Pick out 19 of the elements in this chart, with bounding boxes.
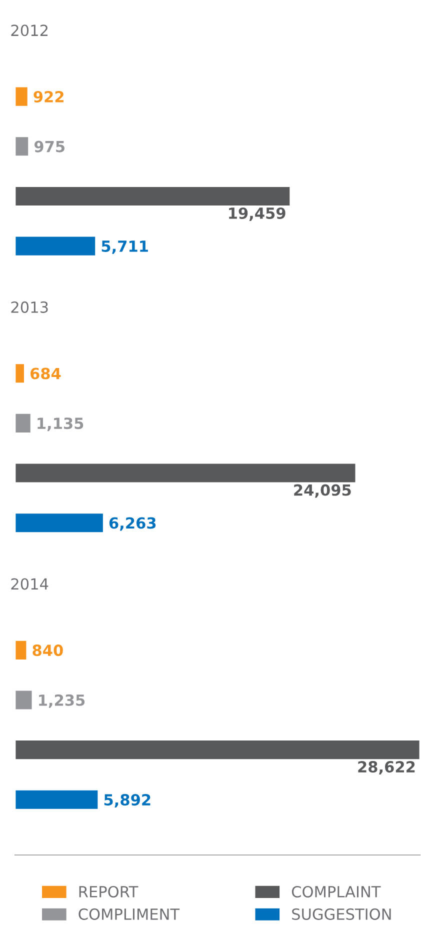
data-label: 840 xyxy=(32,644,63,656)
data-label: 922 xyxy=(34,90,64,103)
data-label: 6,263 xyxy=(109,517,156,531)
data-label: 1,235 xyxy=(39,694,85,708)
data-label: 24,095 xyxy=(294,484,351,498)
legend-label: COMPLIMENT xyxy=(78,908,180,920)
legend-label: COMPLAINT xyxy=(292,886,381,898)
data-label: 19,459 xyxy=(229,207,286,221)
y-tick-label: 2014 xyxy=(11,578,48,590)
data-label: 1,135 xyxy=(38,418,84,432)
legend-label: REPORT xyxy=(79,886,138,898)
data-label: 28,622 xyxy=(358,761,415,775)
data-label: 975 xyxy=(34,140,64,152)
legend-label: SUGGESTION xyxy=(292,908,391,920)
y-tick-label: 2012 xyxy=(11,24,48,36)
data-label: 5,711 xyxy=(102,240,148,254)
y-tick-label: 2013 xyxy=(11,301,48,313)
data-label: 684 xyxy=(30,368,61,380)
data-label: 5,892 xyxy=(104,794,150,808)
